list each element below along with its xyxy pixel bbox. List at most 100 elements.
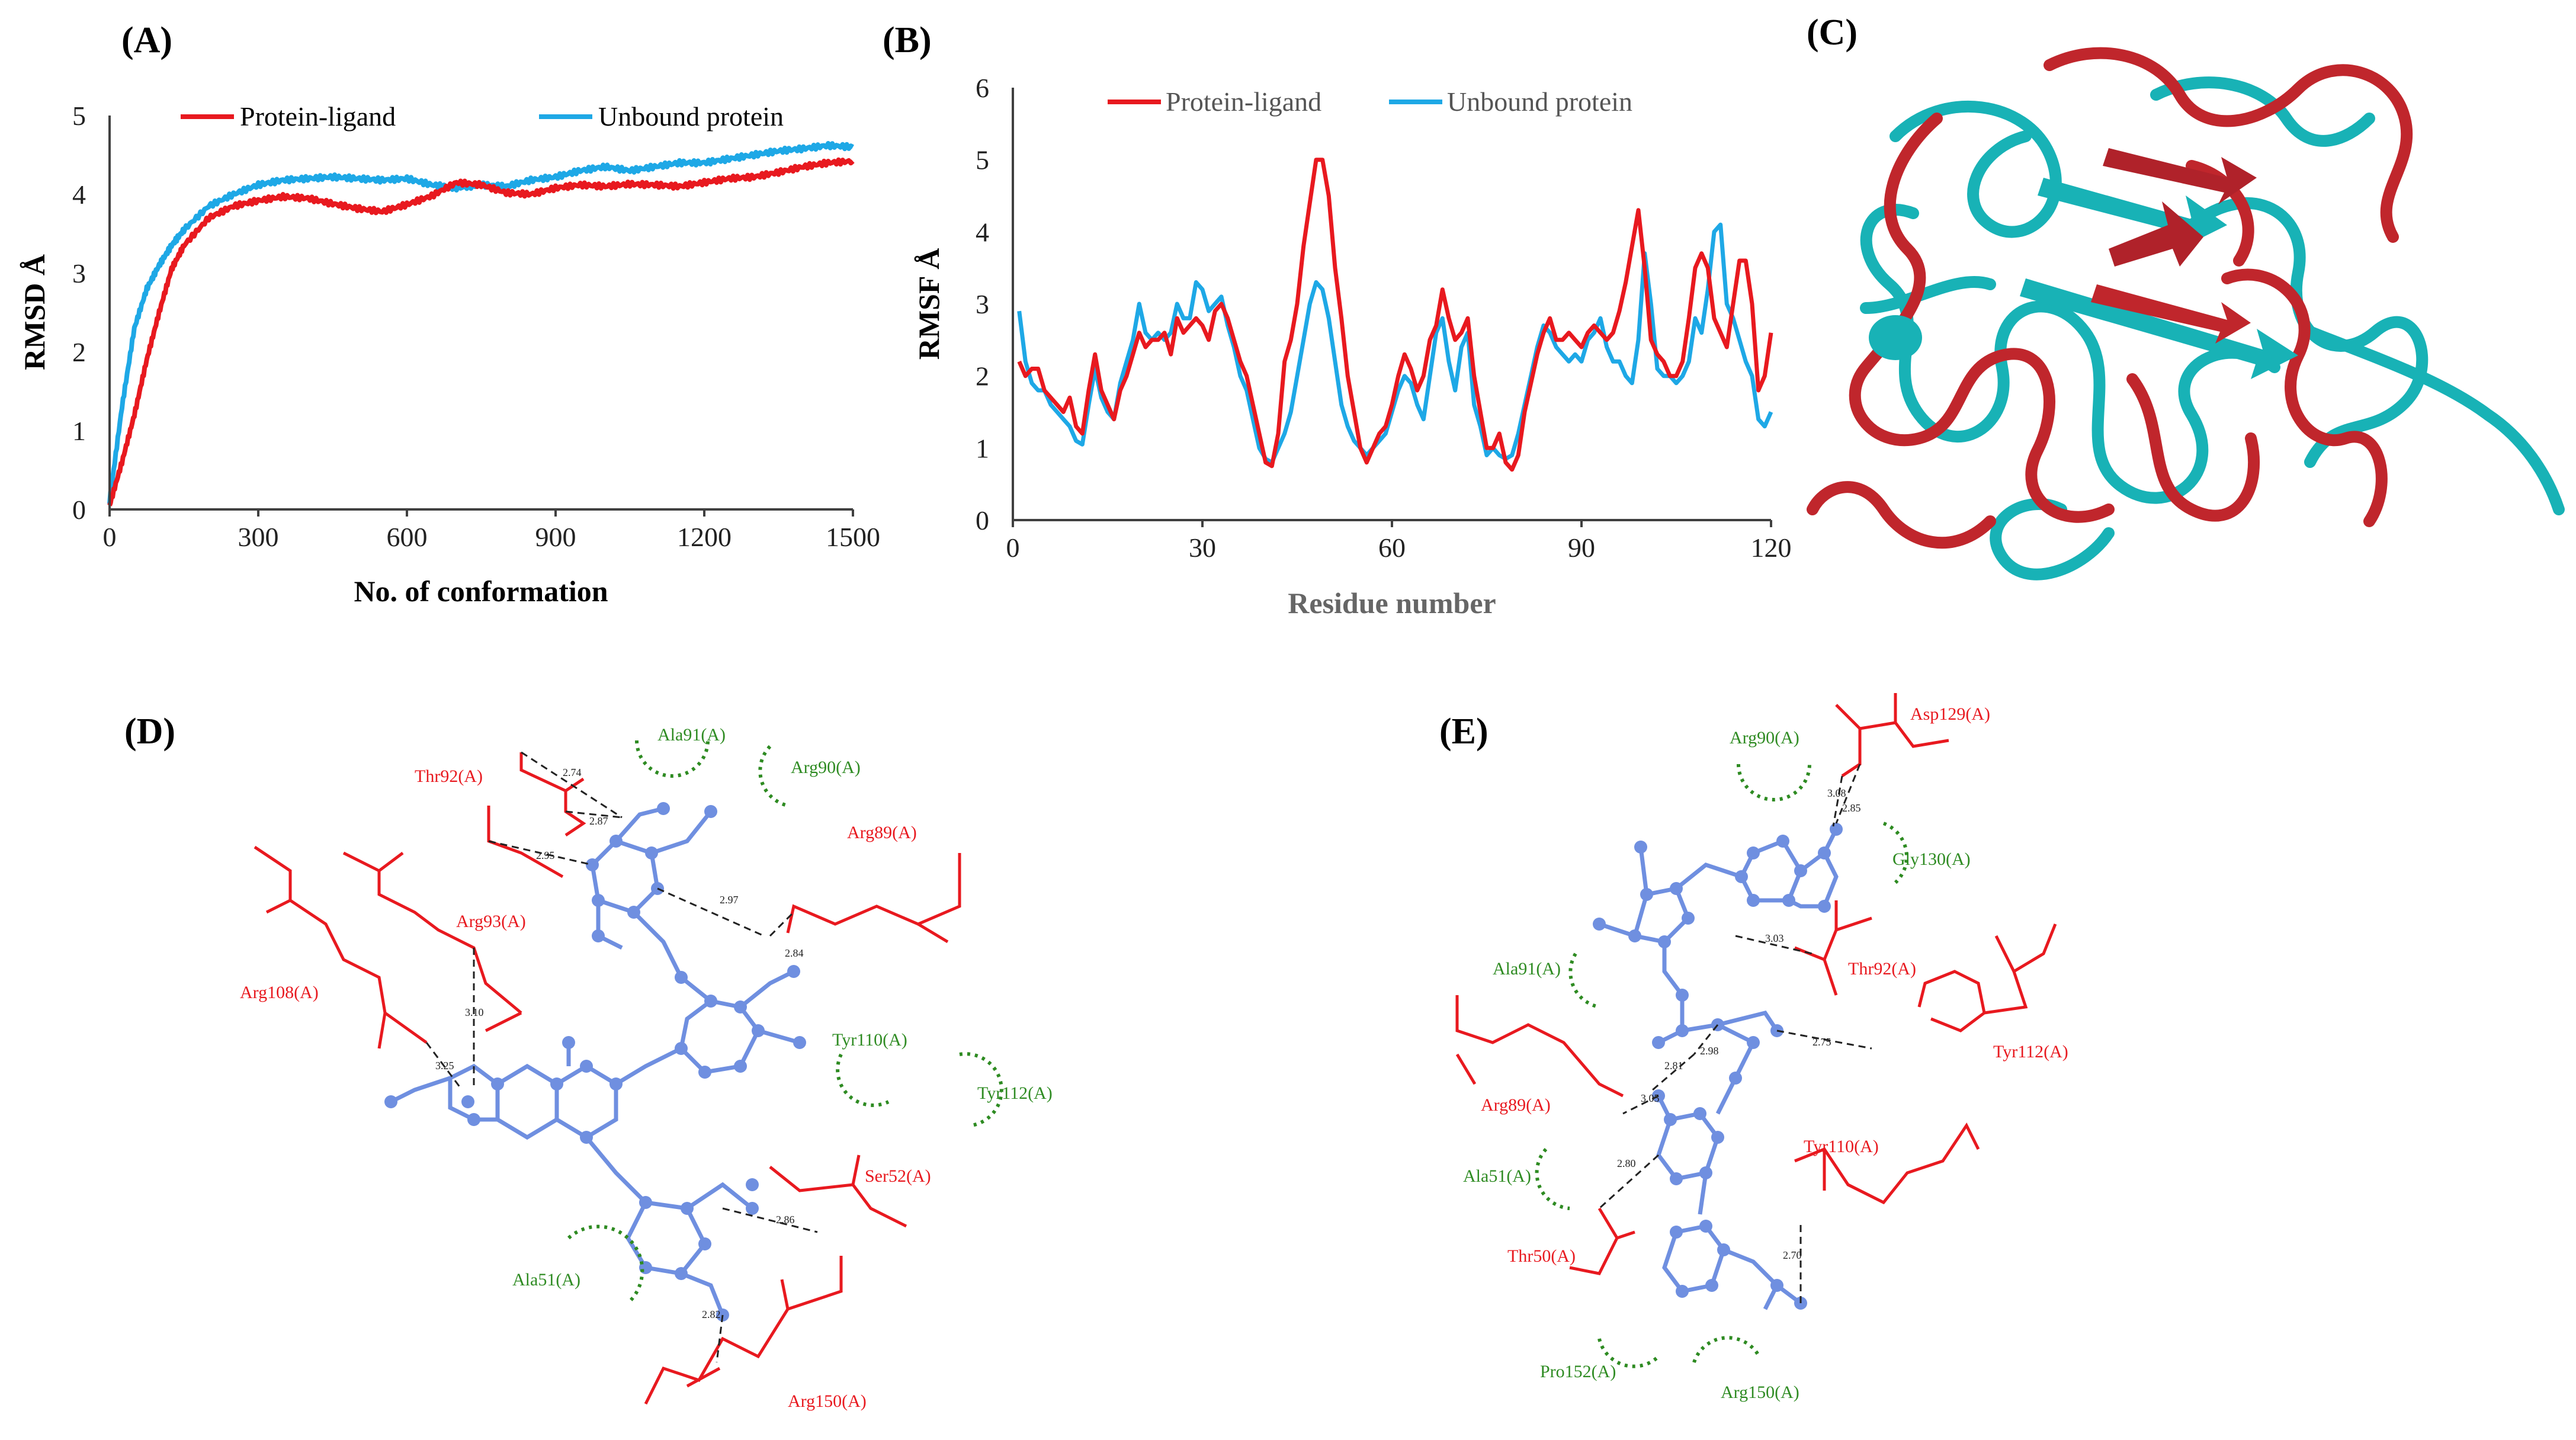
panel-b-y-tick-label: 6 xyxy=(976,73,989,103)
residue-label: Arg90(A) xyxy=(791,758,861,777)
residue-label: Thr50(A) xyxy=(1507,1246,1576,1266)
panel-e-distance-labels: 3.08 2.85 3.03 2.75 2.81 2.98 3.05 2.80 … xyxy=(1617,787,1861,1261)
panel-b-x-tick-label: 90 xyxy=(1568,533,1595,563)
panel-b-series-unbound-protein xyxy=(1017,222,1773,465)
panel-d: (D) xyxy=(124,711,1053,1411)
residue-label: Arg108(A) xyxy=(240,983,319,1002)
panel-a-x-label: No. of conformation xyxy=(354,575,608,608)
legend-label-protein-ligand: Protein-ligand xyxy=(240,101,396,132)
legend-label-protein-ligand-b: Protein-ligand xyxy=(1166,86,1321,117)
panel-d-ligand-bonds xyxy=(390,806,800,1316)
svg-text:3.08: 3.08 xyxy=(1827,787,1846,799)
panel-b-x-ticks: 0 30 60 90 120 xyxy=(1006,520,1792,563)
panel-d-residue-labels: Thr92(A) Arg89(A) Arg93(A) Arg108(A) Ser… xyxy=(240,725,1053,1411)
svg-text:2.81: 2.81 xyxy=(1664,1060,1683,1072)
residue-label: Thr92(A) xyxy=(415,766,483,786)
panel-a-x-tick-label: 300 xyxy=(238,522,279,552)
svg-text:2.98: 2.98 xyxy=(1700,1045,1719,1057)
residue-label: Ala91(A) xyxy=(1493,959,1561,979)
residue-label: Tyr112(A) xyxy=(1993,1042,2068,1061)
panel-a-y-ticks: 0 1 2 3 4 5 xyxy=(72,101,86,525)
panel-c: (C) xyxy=(1807,12,2565,581)
residue-label: Ala51(A) xyxy=(512,1270,580,1290)
panel-a-label: (A) xyxy=(121,20,172,60)
panel-d-distance-labels: 2.74 2.87 2.95 2.97 2.84 3.10 3.25 2.86 … xyxy=(435,766,804,1320)
panel-b-x-tick-label: 0 xyxy=(1006,533,1020,563)
panel-b-plot-area xyxy=(1017,158,1773,472)
panel-d-hbonds xyxy=(425,751,818,1363)
svg-text:2.80: 2.80 xyxy=(1617,1157,1636,1169)
panel-a-y-tick-label: 1 xyxy=(72,416,86,446)
panel-b-label: (B) xyxy=(883,20,932,60)
svg-text:3.03: 3.03 xyxy=(1765,932,1784,944)
panel-a-x-tick-label: 1500 xyxy=(826,522,880,552)
panel-b-x-label: Residue number xyxy=(1288,586,1496,620)
beta-sheet-arrows xyxy=(1869,148,2298,379)
svg-text:3.25: 3.25 xyxy=(435,1060,454,1072)
panel-a-y-tick-label: 3 xyxy=(72,258,86,288)
panel-b-y-tick-label: 2 xyxy=(976,361,989,392)
residue-label: Tyr112(A) xyxy=(977,1083,1053,1103)
panel-b-y-tick-label: 0 xyxy=(976,505,989,535)
panel-a-y-tick-label: 0 xyxy=(72,495,86,525)
panel-a-x-tick-label: 1200 xyxy=(677,522,732,552)
panel-b-series-protein-ligand xyxy=(1017,158,1773,472)
panel-b-y-ticks: 0 1 2 3 4 5 6 xyxy=(976,73,989,535)
panel-e-residue-labels: Asp129(A) Thr92(A) Tyr112(A) Arg89(A) Ty… xyxy=(1463,704,2068,1402)
protein-ligand-structure-ribbon xyxy=(1807,47,2413,549)
svg-text:2.82: 2.82 xyxy=(702,1308,721,1320)
residue-label: Pro152(A) xyxy=(1540,1362,1616,1381)
svg-text:2.87: 2.87 xyxy=(589,815,608,827)
panel-a: (A) 0 1 2 3 4 5 0 300 600 900 1200 1500 No. of con… xyxy=(18,20,880,608)
svg-text:2.95: 2.95 xyxy=(536,849,555,861)
panel-b-x-tick-label: 120 xyxy=(1751,533,1792,563)
residue-label: Ala51(A) xyxy=(1463,1166,1531,1186)
svg-text:3.10: 3.10 xyxy=(465,1006,484,1018)
panel-a-x-tick-label: 0 xyxy=(103,522,117,552)
residue-label: Arg150(A) xyxy=(1721,1383,1799,1402)
panel-e: (E) xyxy=(1439,693,2068,1402)
panel-e-ligand-atoms xyxy=(1593,823,1843,1310)
svg-text:3.05: 3.05 xyxy=(1641,1092,1660,1104)
panel-a-x-tick-label: 900 xyxy=(535,522,576,552)
panel-b-y-label: RMSF Å xyxy=(912,248,945,360)
panel-b-y-tick-label: 5 xyxy=(976,145,989,175)
panel-d-label: (D) xyxy=(124,711,175,752)
panel-b-y-tick-label: 1 xyxy=(976,433,989,463)
panel-a-x-tick-label: 600 xyxy=(387,522,428,552)
panel-a-y-tick-label: 4 xyxy=(72,179,86,210)
panel-a-series-protein-ligand xyxy=(107,157,855,506)
residue-label: Arg89(A) xyxy=(1481,1095,1551,1115)
panel-b-y-tick-label: 3 xyxy=(976,289,989,319)
svg-text:2.74: 2.74 xyxy=(563,766,582,778)
residue-label: Tyr110(A) xyxy=(832,1030,907,1050)
legend-label-unbound-protein-b: Unbound protein xyxy=(1447,86,1632,117)
svg-text:2.86: 2.86 xyxy=(776,1214,795,1226)
panel-e-label: (E) xyxy=(1439,711,1489,752)
panel-e-hydrophobic-arcs xyxy=(1535,764,1908,1368)
panel-e-residue-skeletons xyxy=(1455,693,2057,1275)
panel-b-y-tick-label: 4 xyxy=(976,217,989,247)
panel-c-label: (C) xyxy=(1807,12,1858,53)
residue-label: Arg89(A) xyxy=(847,823,917,842)
residue-label: Tyr110(A) xyxy=(1804,1137,1879,1156)
svg-text:2.75: 2.75 xyxy=(1812,1036,1831,1048)
residue-label: Thr92(A) xyxy=(1848,959,1916,979)
panel-d-residue-skeletons xyxy=(254,752,961,1405)
panel-b-x-tick-label: 60 xyxy=(1378,533,1406,563)
panel-a-y-tick-label: 5 xyxy=(72,101,86,131)
unbound-structure-ribbon xyxy=(1860,76,2565,581)
svg-text:2.85: 2.85 xyxy=(1842,802,1861,814)
residue-label: Ala91(A) xyxy=(657,725,726,745)
panel-b-x-tick-label: 30 xyxy=(1189,533,1216,563)
panel-a-x-ticks: 0 300 600 900 1200 1500 xyxy=(103,509,880,552)
panel-a-plot-area xyxy=(107,141,855,506)
panel-a-legend: Protein-ligand Unbound protein xyxy=(181,101,784,132)
panel-a-y-label: RMSD Å xyxy=(18,254,51,370)
residue-label: Gly130(A) xyxy=(1892,849,1971,869)
residue-label: Arg93(A) xyxy=(456,912,526,931)
svg-text:2.97: 2.97 xyxy=(720,894,739,906)
residue-label: Asp129(A) xyxy=(1910,704,1990,724)
residue-label: Arg90(A) xyxy=(1730,728,1799,748)
